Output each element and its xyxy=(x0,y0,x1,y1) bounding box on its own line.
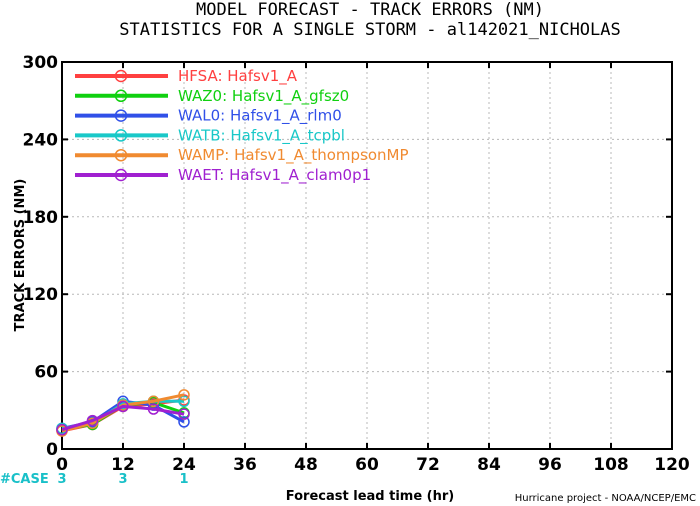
legend-label: WATB: Hafsv1_A_tcpbl xyxy=(178,126,345,145)
data-point xyxy=(147,395,160,408)
data-point xyxy=(178,389,190,401)
data-point xyxy=(178,416,190,428)
y-tick-label: 240 xyxy=(23,130,59,150)
legend-marker xyxy=(114,129,128,142)
y-tick-label: 120 xyxy=(23,285,59,305)
grid-lines xyxy=(62,62,672,449)
x-tick-label: 120 xyxy=(654,455,690,475)
x-tick-labels: 0 12 24 36 48 60 72 84 96 108 120 xyxy=(56,62,690,475)
plot-frame xyxy=(61,61,673,450)
data-point xyxy=(117,400,129,413)
chart-subtitle: STATISTICS FOR A SINGLE STORM - al142021… xyxy=(119,20,621,40)
x-tick-label: 36 xyxy=(233,455,257,475)
x-tick-label: 72 xyxy=(416,455,440,475)
y-tick-label: 60 xyxy=(34,363,58,383)
case-label: #CASE xyxy=(0,472,49,487)
series-6 xyxy=(56,400,190,436)
case-count: 3 xyxy=(57,472,66,487)
legend-label: WAMP: Hafsv1_A_thompsonMP xyxy=(178,146,409,165)
x-tick-label: 108 xyxy=(593,455,629,475)
data-point xyxy=(56,423,68,436)
legend-entry: WATB: Hafsv1_A_tcpbl xyxy=(75,126,345,145)
legend-marker xyxy=(114,148,128,162)
series-layer xyxy=(56,389,190,437)
y-tick-label: 300 xyxy=(23,53,59,73)
case-values: 3 3 1 xyxy=(57,472,188,487)
chart-title: MODEL FORECAST - TRACK ERRORS (NM) xyxy=(196,0,544,20)
y-tick-label: 180 xyxy=(23,208,59,228)
credit-text: Hurricane project - NOAA/NCEP/EMC xyxy=(515,493,696,504)
legend-marker xyxy=(114,89,128,103)
legend-entry: WAL0: Hafsv1_A_rlm0 xyxy=(75,107,342,126)
x-tick-label: 12 xyxy=(111,455,135,475)
legend-label: WAZ0: Hafsv1_A_gfsz0 xyxy=(178,87,349,106)
x-axis-label: Forecast lead time (hr) xyxy=(286,489,454,504)
x-tick-label: 24 xyxy=(172,455,196,475)
legend-entry: WAET: Hafsv1_A_clam0p1 xyxy=(75,166,371,185)
x-tick-label: 96 xyxy=(538,455,562,475)
legend-entry: HFSA: Hafsv1_A xyxy=(75,67,298,86)
x-tick-label: 84 xyxy=(477,455,501,475)
legend-marker xyxy=(114,69,128,83)
data-point xyxy=(86,414,99,427)
x-tick-label: 0 xyxy=(56,455,68,475)
x-tick-label: 48 xyxy=(294,455,318,475)
case-count: 3 xyxy=(118,472,127,487)
y-tick-label: 0 xyxy=(46,440,58,460)
legend-label: WAET: Hafsv1_A_clam0p1 xyxy=(178,166,371,185)
data-point xyxy=(147,403,160,415)
series-line xyxy=(61,404,185,432)
legend-entry: WAZ0: Hafsv1_A_gfsz0 xyxy=(75,87,349,106)
legend-label: WAL0: Hafsv1_A_rlm0 xyxy=(178,107,342,126)
legend-label: HFSA: Hafsv1_A xyxy=(178,67,298,86)
legend-entry: WAMP: Hafsv1_A_thompsonMP xyxy=(75,146,409,165)
legend-marker xyxy=(114,168,128,182)
data-point xyxy=(178,408,190,420)
case-count: 1 xyxy=(179,472,188,487)
legend-marker xyxy=(114,109,128,122)
y-axis-label: TRACK ERRORS (NM) xyxy=(13,179,28,332)
x-tick-label: 60 xyxy=(355,455,379,475)
